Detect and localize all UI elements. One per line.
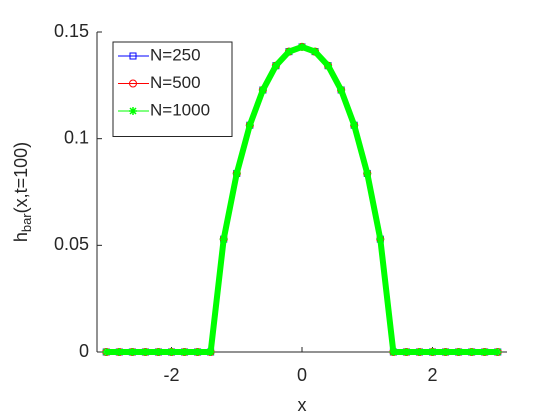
marker — [154, 348, 163, 356]
marker — [441, 348, 450, 356]
marker — [324, 61, 333, 70]
marker — [493, 348, 502, 356]
marker — [415, 348, 424, 356]
marker — [219, 235, 228, 244]
marker — [284, 47, 293, 56]
marker — [141, 348, 150, 356]
marker — [167, 348, 176, 356]
marker — [402, 348, 411, 356]
y-tick-label: 0 — [79, 341, 89, 361]
x-tick-label: -2 — [163, 365, 179, 385]
marker — [245, 121, 254, 130]
y-label-sub: bar — [19, 213, 34, 232]
legend: N=250 N=500 N=1000 — [112, 41, 233, 137]
legend-label: N=500 — [150, 73, 201, 92]
marker — [480, 348, 489, 356]
marker — [428, 348, 437, 356]
x-axis-label: x — [298, 395, 307, 415]
marker — [129, 52, 137, 60]
marker — [129, 107, 137, 115]
marker — [454, 348, 463, 356]
x-tick-label: 2 — [427, 365, 437, 385]
x-tick-label: 0 — [297, 365, 307, 385]
y-tick-label: 0.1 — [64, 127, 89, 147]
y-tick-label: 0.05 — [54, 234, 89, 254]
marker — [467, 348, 476, 356]
marker — [363, 169, 372, 178]
y-tick-label: 0.15 — [54, 21, 89, 41]
marker — [102, 348, 111, 356]
marker — [180, 348, 189, 356]
marker — [258, 86, 267, 95]
y-label-rest: (x,t=100) — [11, 142, 31, 214]
marker — [350, 121, 359, 130]
marker — [206, 348, 215, 356]
marker — [193, 348, 202, 356]
marker — [311, 47, 320, 56]
marker — [115, 348, 124, 356]
marker — [389, 348, 398, 356]
legend-label: N=1000 — [150, 100, 210, 119]
marker — [129, 79, 137, 88]
marker — [128, 348, 137, 356]
marker — [298, 42, 306, 51]
marker — [376, 235, 385, 244]
marker — [232, 169, 241, 178]
legend-label: N=250 — [150, 45, 201, 64]
legend-box — [112, 41, 233, 137]
marker — [337, 86, 346, 95]
y-axis-label: hbar(x,t=100) — [11, 142, 35, 242]
y-label-base: h — [11, 232, 31, 242]
marker — [271, 61, 280, 70]
